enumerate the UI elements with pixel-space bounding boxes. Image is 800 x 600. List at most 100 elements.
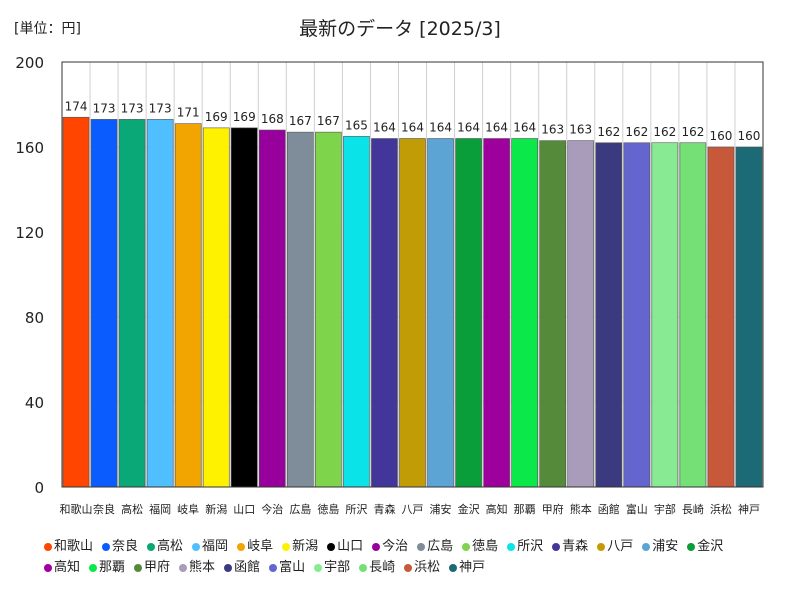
x-tick-label: 熊本 [570,502,592,516]
legend-dot-icon [192,542,201,551]
x-tick-label: 長崎 [682,502,704,516]
legend-label: 宇部 [324,560,351,575]
x-tick-label: 八戸 [402,503,424,516]
legend-label: 徳島 [472,539,499,554]
legend-dot-icon [44,563,52,572]
legend-item: 新潟 [282,536,318,557]
x-tick-label: 那覇 [514,503,536,516]
legend-item: 福岡 [192,536,228,557]
legend-item: 富山 [269,557,305,578]
bar-山口 [230,127,258,488]
data-label: 174 [65,99,88,113]
legend-label: 和歌山 [54,539,94,554]
x-tick-label: 高松 [121,502,143,516]
legend-label: 山口 [337,539,364,554]
data-label: 165 [345,118,368,132]
x-tick-label: 富山 [626,502,648,516]
data-label: 173 [121,101,144,115]
x-tick-label: 徳島 [317,502,339,516]
legend-dot-icon [597,542,606,551]
bar-那覇 [511,138,538,488]
legend: 和歌山 奈良 高松 福岡 岐阜 新潟 山口 今治 広島 徳島 所沢 青森 八戸 浦安 金沢 高知 那覇 甲府 熊本 函… [44,536,774,578]
legend-dot-icon [102,542,111,551]
legend-label: 甲府 [144,560,171,575]
legend-dot-icon [237,542,246,551]
data-label: 164 [429,121,452,135]
legend-item: 金沢 [687,536,723,557]
legend-label: 奈良 [112,539,139,554]
legend-dot-icon [462,542,471,551]
legend-item: 函館 [224,557,260,578]
legend-dot-icon [687,542,696,551]
data-label: 162 [681,125,704,139]
legend-dot-icon [134,563,143,572]
bar-福岡 [146,119,174,488]
legend-item: 徳島 [462,536,498,557]
y-tick-label: 40 [25,394,44,412]
data-label: 163 [541,123,564,137]
legend-dot-icon [404,563,413,572]
legend-item: 宇部 [314,557,350,578]
bar-金沢 [455,138,482,488]
legend-dot-icon [507,542,516,551]
legend-item: 奈良 [102,536,138,557]
data-label: 164 [401,121,424,135]
x-tick-label: 金沢 [458,502,480,516]
bar-広島 [287,131,314,488]
data-label: 171 [177,106,200,120]
data-label: 164 [457,121,480,135]
legend-label: 所沢 [517,539,544,554]
bar-chart: 0 40 80 120 160 200 174 和歌山 173 奈良 173 高松 173 福岡 171 岐阜… [15,54,764,516]
data-label: 168 [261,112,284,126]
x-tick-label: 浜松 [710,502,732,516]
legend-dot-icon [449,563,458,572]
bar-和歌山 [62,116,90,488]
data-label: 169 [205,110,228,124]
data-label: 163 [569,123,592,137]
x-tick-label: 宇部 [654,502,676,516]
y-tick-label: 0 [34,479,44,497]
x-tick-label: 新潟 [205,502,227,516]
legend-label: 高知 [54,560,81,575]
legend-label: 那覇 [99,560,126,575]
data-label: 162 [653,125,676,139]
x-tick-label: 和歌山 [60,502,93,516]
legend-dot-icon [269,563,278,572]
x-tick-label: 山口 [233,503,255,516]
bar-熊本 [567,140,595,488]
legend-item: 八戸 [597,536,633,557]
legend-item: 浜松 [404,557,440,578]
unit-label: [単位：円] [14,21,81,37]
legend-label: 神戸 [459,560,486,575]
data-label: 162 [625,125,648,139]
x-tick-label: 岐阜 [177,503,199,516]
legend-label: 今治 [382,539,409,554]
legend-item: 那覇 [89,557,125,578]
legend-dot-icon [44,542,52,551]
plot-border [61,61,764,488]
legend-label: 岐阜 [247,539,274,554]
legend-label: 新潟 [292,539,319,554]
y-tick-label: 160 [15,139,44,157]
data-label: 164 [513,121,536,135]
data-label: 162 [597,125,620,139]
bar-高松 [118,119,146,488]
legend-dot-icon [147,542,156,551]
x-tick-label: 奈良 [93,502,115,516]
bar-浦安 [427,138,454,488]
legend-item: 長崎 [359,557,395,578]
legend-dot-icon [327,542,336,551]
legend-label: 富山 [279,560,306,575]
legend-label: 八戸 [607,539,634,554]
data-label: 167 [317,114,340,128]
data-label: 173 [93,101,116,115]
bar-八戸 [399,138,426,488]
data-label: 160 [709,129,732,143]
legend-dot-icon [372,542,381,551]
x-tick-label: 高知 [486,502,508,516]
bar-富山 [623,142,651,488]
legend-dot-icon [224,563,233,572]
legend-item: 和歌山 [44,536,93,557]
bar-宇部 [651,142,679,488]
legend-item: 高知 [44,557,80,578]
